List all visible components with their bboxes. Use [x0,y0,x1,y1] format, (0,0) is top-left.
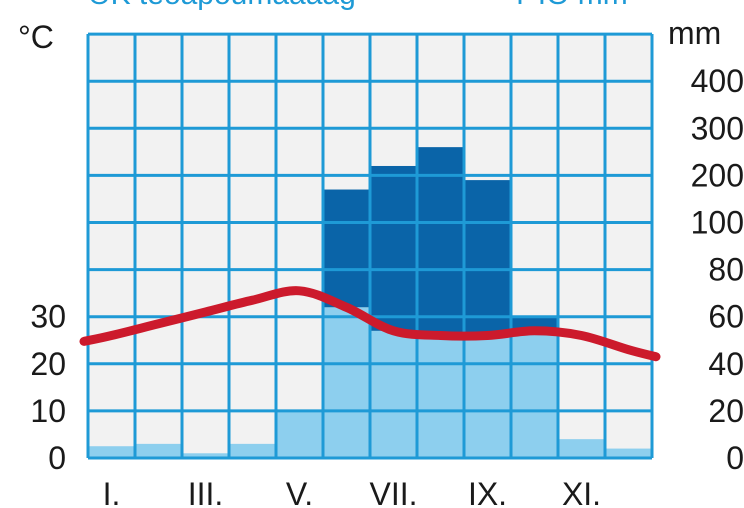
precip-tick-label: 0 [726,440,744,476]
temp-tick-label: 10 [30,393,66,429]
precip-bar-XII [605,448,652,458]
precip-tick-label: 60 [708,299,744,335]
precip-tick-label: 300 [691,110,744,146]
precip-bar-humid-IX [464,180,511,336]
precip-bar-humid-lower-X [511,330,558,458]
precip-tick-label: 200 [691,157,744,193]
month-tick-label: VII. [369,476,417,508]
precip-bar-IV [229,443,276,458]
month-tick-label: IX. [468,476,507,508]
precip-bar-humid-lower-IX [464,335,511,458]
precip-bar-humid-VII [370,165,417,331]
precip-bar-humid-lower-VI [323,307,370,458]
precip-tick-label: 100 [691,205,744,241]
left-unit-label: °C [18,19,54,55]
header-left-text: ƏK teoapoumaaaag [88,0,356,11]
precip-tick-label: 40 [708,346,744,382]
precip-bar-I [88,446,135,458]
precip-bar-humid-VI [323,189,370,308]
precip-tick-label: 80 [708,252,744,288]
temp-tick-label: 20 [30,346,66,382]
precip-tick-label: 20 [708,393,744,429]
right-unit-label: mm [668,15,721,51]
temp-tick-label: 0 [48,440,66,476]
header-right-text: Y IO mm [510,0,628,11]
precip-bar-III [182,453,229,458]
precip-tick-label: 400 [691,63,744,99]
month-tick-label: V. [286,476,313,508]
grid-lines [86,32,654,460]
precip-bar-humid-lower-VII [370,330,417,458]
precipitation-bars [88,147,652,458]
precipitation-axis: 0 20 40 60 80 100 200 300 400 [691,63,744,476]
temperature-axis: 0 10 20 30 [30,299,66,476]
precip-bar-humid-lower-VIII [417,335,464,458]
temperature-line [79,286,661,362]
precip-bar-II [135,443,182,458]
month-axis: I. III. V. VII. IX. XI. [103,476,601,508]
month-tick-label: I. [103,476,121,508]
precip-bar-XI [558,439,605,458]
temperature-curve [79,286,661,362]
month-tick-label: XI. [562,476,601,508]
temp-tick-label: 30 [30,299,66,335]
header-partial: ƏK teoapoumaaaag Y IO mm [88,0,628,11]
precip-bar-humid-VIII [417,147,464,336]
month-tick-label: III. [188,476,224,508]
precip-bar-V [276,410,323,458]
